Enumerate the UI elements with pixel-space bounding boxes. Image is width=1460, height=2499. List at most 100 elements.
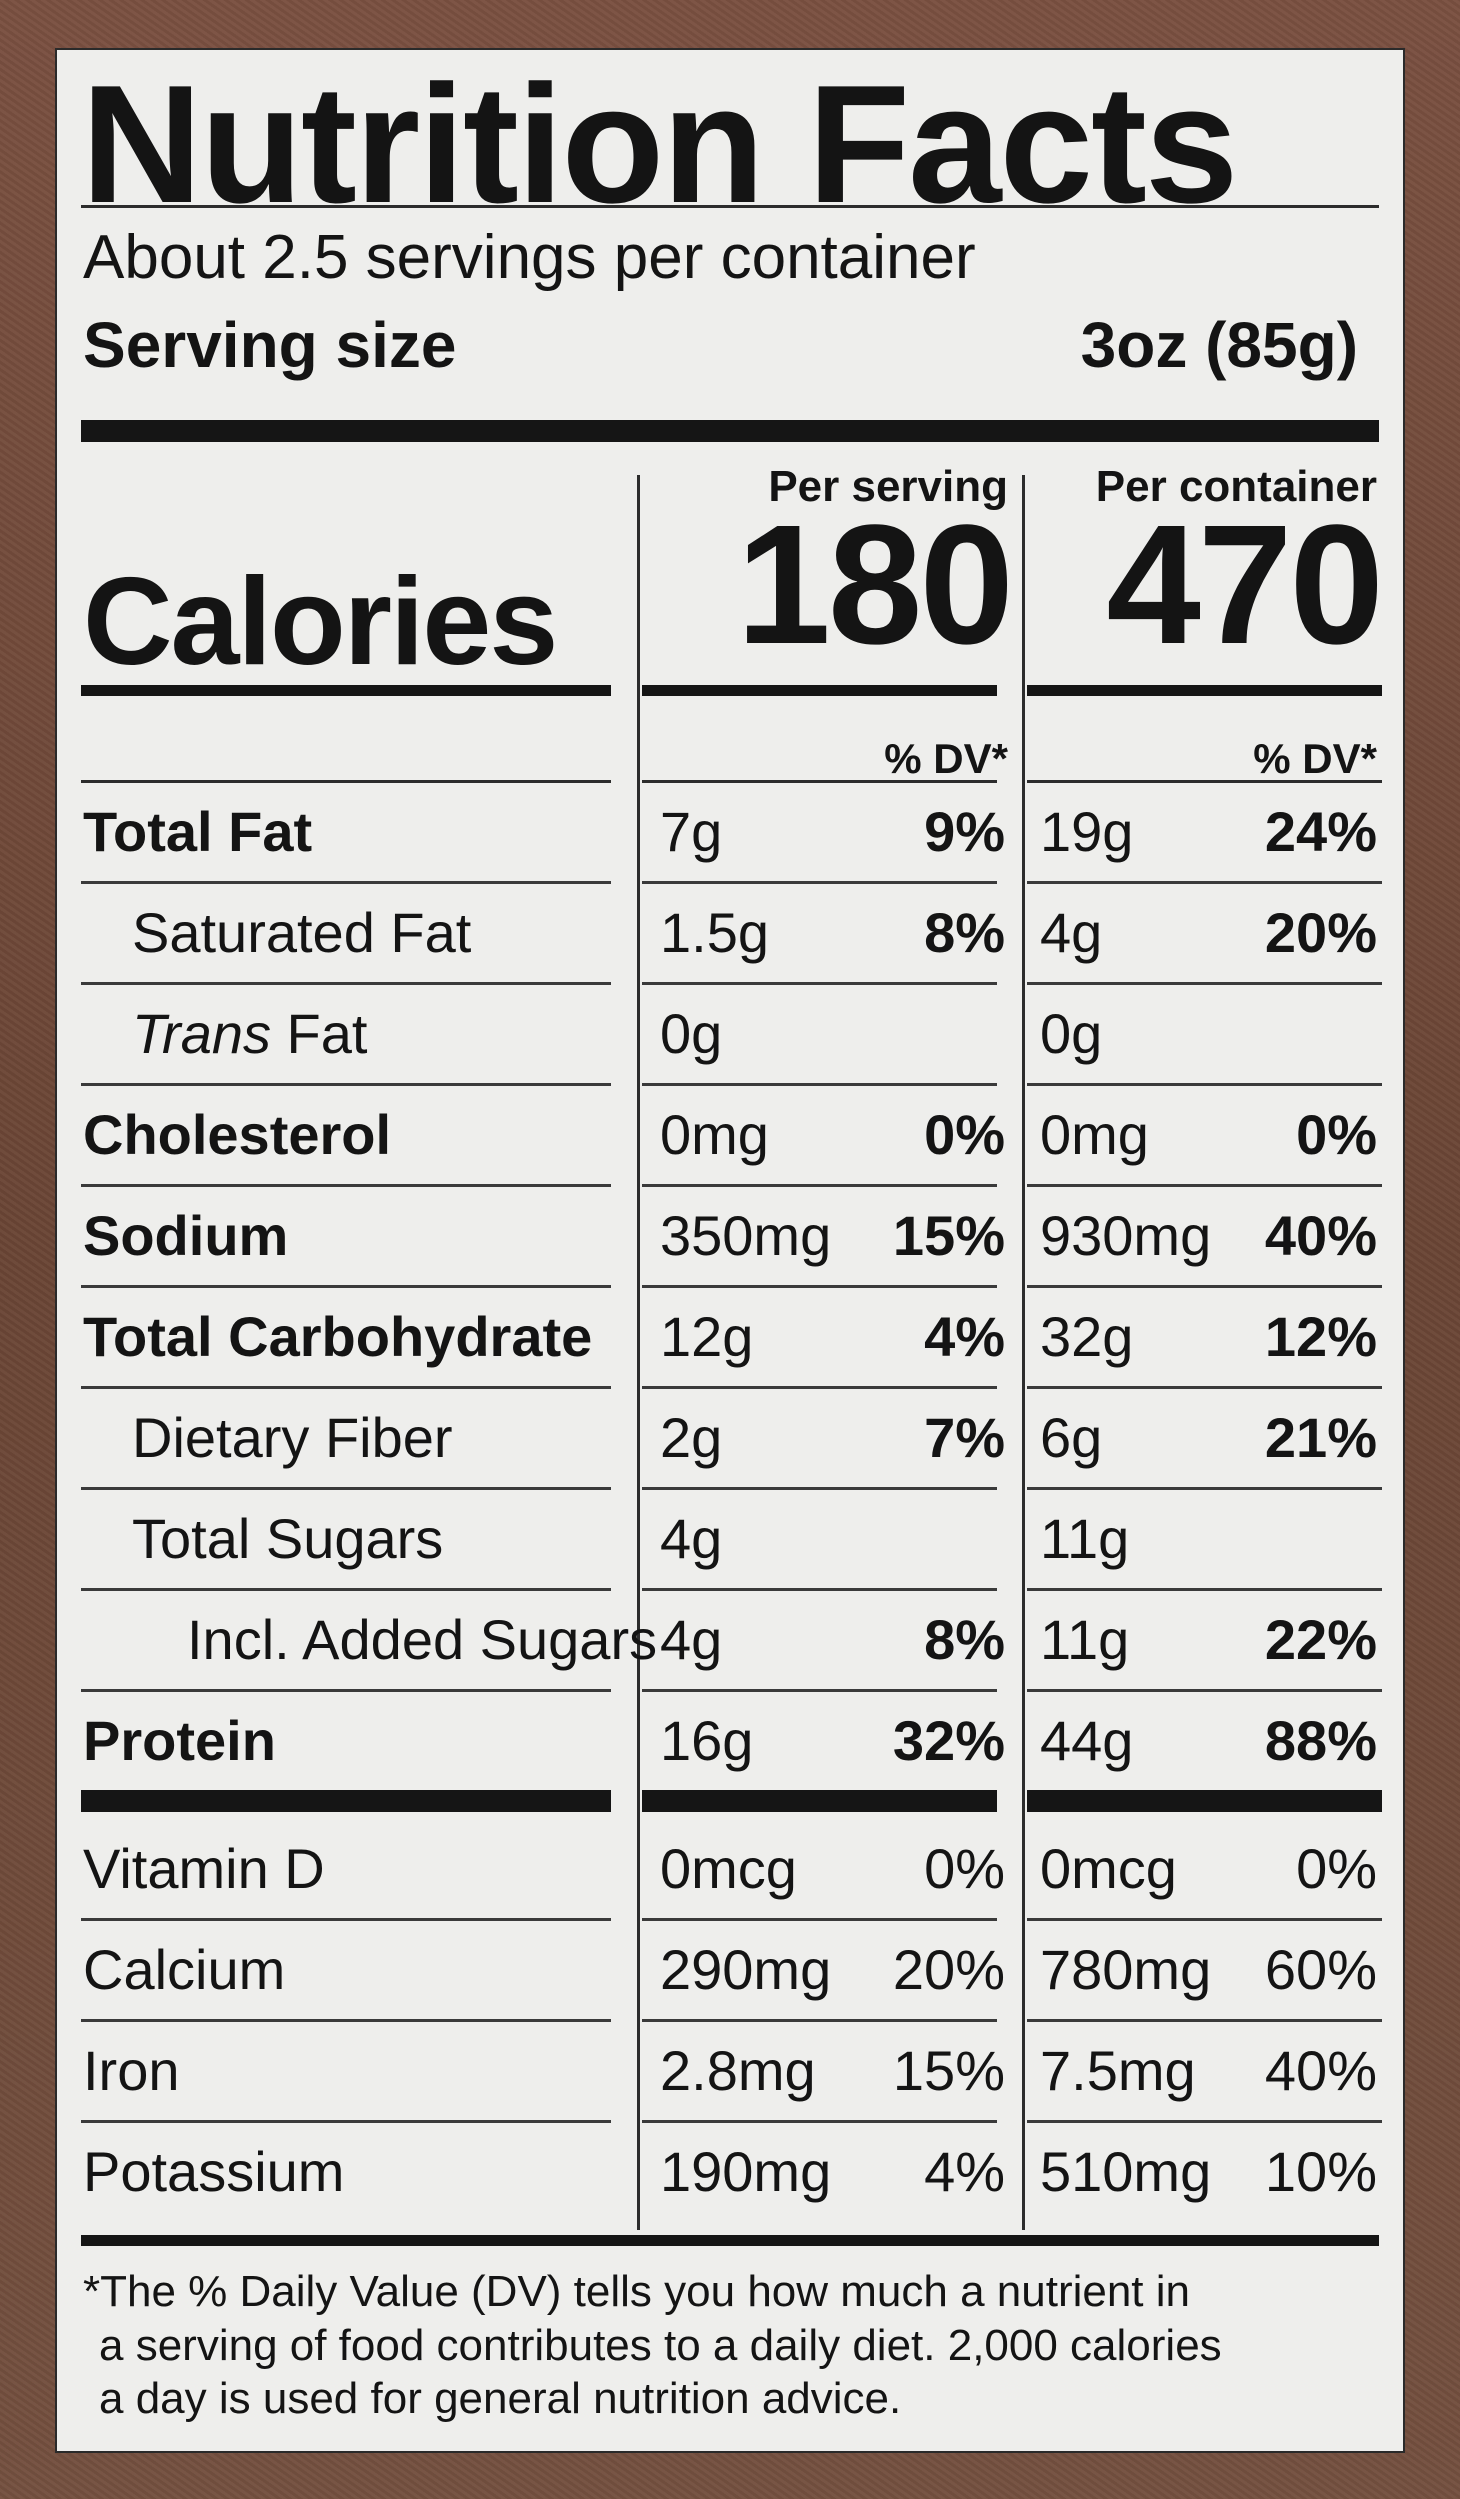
row-rule xyxy=(1027,982,1382,985)
row-rule xyxy=(81,2120,611,2123)
nutrient-name: Incl. Added Sugars xyxy=(187,1608,658,1671)
nutrient-name: Total Fat xyxy=(83,800,313,863)
nutrient-name-rest: Fat xyxy=(271,1002,368,1065)
per-serving-header: Per serving xyxy=(768,462,1008,511)
dv-rule-serving xyxy=(642,780,997,783)
title-rule xyxy=(81,205,1379,208)
dv-header-serving: % DV* xyxy=(884,735,1008,782)
vitamin-thick-rule-container xyxy=(1027,1790,1382,1812)
nutrient-name: Total Sugars xyxy=(132,1507,444,1570)
row-rule xyxy=(642,2019,997,2022)
panel-title: Nutrition Facts xyxy=(81,50,1238,238)
serving-amount: 12g xyxy=(660,1305,754,1368)
nutrient-name: Trans Fat xyxy=(132,985,367,1083)
row-rule xyxy=(642,1588,997,1591)
container-amount: 6g xyxy=(1040,1406,1103,1469)
serving-daily-value: 7% xyxy=(924,1406,1005,1469)
row-rule xyxy=(1027,1918,1382,1921)
serving-amount: 7g xyxy=(660,800,723,863)
calories-rule-container xyxy=(1027,685,1382,696)
nutrient-name: Dietary Fiber xyxy=(132,1406,453,1469)
serving-daily-value: 8% xyxy=(924,901,1005,964)
vitamin-table: Vitamin D 0mcg 0% 0mcg 0% Calcium 290mg 20% 780m… xyxy=(57,1820,1403,2230)
container-amount: 0mg xyxy=(1040,1103,1149,1166)
row-rule xyxy=(81,982,611,985)
nutrient-row: Incl. Added Sugars 4g 8% 11g 22% xyxy=(57,1591,1403,1692)
row-rule xyxy=(81,2019,611,2022)
serving-daily-value: 8% xyxy=(924,1608,1005,1671)
nutrient-row: Saturated Fat 1.5g 8% 4g 20% xyxy=(57,884,1403,985)
row-rule xyxy=(642,881,997,884)
nutrient-row: Dietary Fiber 2g 7% 6g 21% xyxy=(57,1389,1403,1490)
footnote-line-2: a serving of food contributes to a daily… xyxy=(99,2320,1222,2370)
row-rule xyxy=(1027,1588,1382,1591)
container-amount: 44g xyxy=(1040,1709,1134,1772)
row-rule xyxy=(642,1386,997,1389)
serving-amount: 1.5g xyxy=(660,901,769,964)
container-amount: 930mg xyxy=(1040,1204,1212,1267)
row-rule xyxy=(642,982,997,985)
calories-rule-serving xyxy=(642,685,997,696)
column-divider-left xyxy=(637,475,640,2230)
row-rule xyxy=(642,2120,997,2123)
row-rule xyxy=(642,1918,997,1921)
row-rule xyxy=(642,1184,997,1187)
container-amount: 0mcg xyxy=(1040,1837,1177,1900)
container-daily-value: 0% xyxy=(1296,1103,1377,1166)
row-rule xyxy=(1027,1487,1382,1490)
serving-size-label: Serving size xyxy=(83,309,457,381)
serving-amount: 2g xyxy=(660,1406,723,1469)
serving-amount: 16g xyxy=(660,1709,754,1772)
calories-per-container: 470 xyxy=(1106,490,1384,680)
row-rule xyxy=(642,1285,997,1288)
nutrient-name: Protein xyxy=(83,1709,276,1772)
serving-amount: 290mg xyxy=(660,1938,832,2001)
row-rule xyxy=(1027,1689,1382,1692)
serving-daily-value: 0% xyxy=(924,1837,1005,1900)
per-container-header: Per container xyxy=(1095,462,1377,511)
nutrient-name: Iron xyxy=(83,2039,180,2102)
nutrient-row: Total Fat 7g 9% 19g 24% xyxy=(57,783,1403,884)
container-daily-value: 20% xyxy=(1264,901,1377,964)
container-amount: 11g xyxy=(1040,1507,1130,1570)
serving-amount: 190mg xyxy=(660,2140,832,2203)
container-daily-value: 60% xyxy=(1264,1938,1377,2001)
calories-per-serving: 180 xyxy=(736,490,1014,680)
serving-amount: 0mcg xyxy=(660,1837,797,1900)
row-rule xyxy=(1027,2019,1382,2022)
container-daily-value: 22% xyxy=(1264,1608,1377,1671)
serving-amount: 4g xyxy=(660,1608,723,1671)
dv-rule-container xyxy=(1027,780,1382,783)
servings-per-container: About 2.5 servings per container xyxy=(83,223,976,292)
serving-thick-rule xyxy=(81,420,1379,442)
nutrient-name-italic: Trans xyxy=(132,1002,271,1065)
serving-daily-value: 9% xyxy=(924,800,1005,863)
serving-amount: 4g xyxy=(660,1507,723,1570)
serving-daily-value: 20% xyxy=(892,1938,1005,2001)
nutrient-name: Calcium xyxy=(83,1938,286,2001)
vitamin-row: Vitamin D 0mcg 0% 0mcg 0% xyxy=(57,1820,1403,1921)
serving-size-value: 3oz (85g) xyxy=(1080,309,1358,381)
nutrient-name: Vitamin D xyxy=(83,1837,325,1900)
serving-amount: 0g xyxy=(660,1002,723,1065)
serving-amount: 0mg xyxy=(660,1103,769,1166)
vitamin-row: Potassium 190mg 4% 510mg 10% xyxy=(57,2123,1403,2224)
nutrient-name: Sodium xyxy=(83,1204,289,1267)
row-rule xyxy=(1027,1083,1382,1086)
row-rule xyxy=(81,881,611,884)
container-daily-value: 21% xyxy=(1264,1406,1377,1469)
container-daily-value: 0% xyxy=(1296,1837,1377,1900)
serving-amount: 2.8mg xyxy=(660,2039,816,2102)
container-amount: 7.5mg xyxy=(1040,2039,1196,2102)
row-rule xyxy=(81,1918,611,1921)
dv-header-container: % DV* xyxy=(1253,735,1377,782)
container-daily-value: 40% xyxy=(1264,2039,1377,2102)
container-amount: 4g xyxy=(1040,901,1103,964)
footnote-rule xyxy=(81,2235,1379,2246)
nutrient-row: Sodium 350mg 15% 930mg 40% xyxy=(57,1187,1403,1288)
nutrient-table: Total Fat 7g 9% 19g 24% Saturated Fat 1.5g 8% 4g… xyxy=(57,783,1403,1793)
container-daily-value: 88% xyxy=(1264,1709,1377,1772)
vitamin-row: Iron 2.8mg 15% 7.5mg 40% xyxy=(57,2022,1403,2123)
nutrient-name: Cholesterol xyxy=(83,1103,392,1166)
row-rule xyxy=(81,1588,611,1591)
